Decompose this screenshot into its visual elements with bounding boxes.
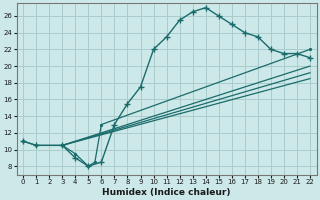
X-axis label: Humidex (Indice chaleur): Humidex (Indice chaleur)	[102, 188, 231, 197]
